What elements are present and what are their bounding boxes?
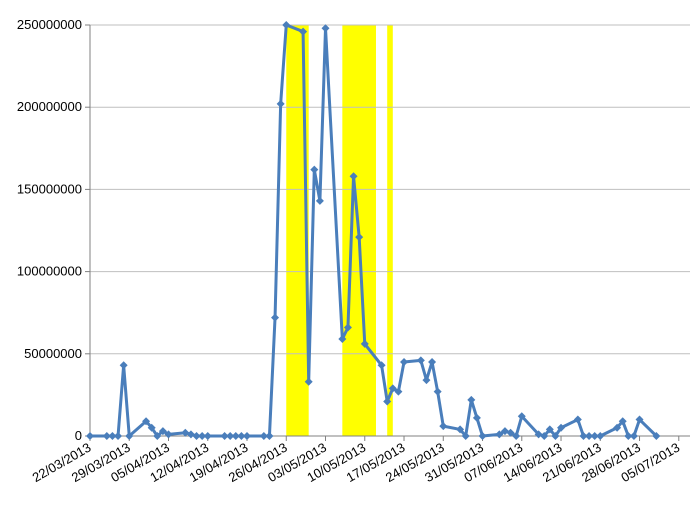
data-point-44 — [428, 358, 437, 367]
y-tick-label-1: 0 — [75, 428, 82, 443]
data-point-67 — [613, 423, 622, 432]
data-point-26 — [282, 21, 291, 29]
data-point-34 — [349, 172, 358, 181]
data-point-47 — [456, 425, 465, 434]
data-point-6 — [125, 432, 134, 440]
data-point-56 — [517, 412, 526, 421]
data-point-7 — [142, 417, 151, 426]
data-point-23 — [265, 432, 274, 440]
data-point-17 — [220, 432, 229, 440]
data-point-1 — [86, 432, 94, 440]
data-point-60 — [551, 432, 560, 440]
data-point-35 — [355, 233, 364, 242]
y-tick-label-4: 150000000 — [17, 181, 82, 196]
data-point-55 — [512, 432, 521, 440]
data-point-32 — [338, 335, 347, 344]
data-point-52 — [495, 430, 504, 439]
x-axis-ticks: 22/03/201329/03/201305/04/201312/04/2013… — [30, 436, 682, 485]
data-point-49 — [467, 395, 476, 404]
data-point-19 — [231, 432, 240, 440]
data-point-46 — [439, 422, 448, 431]
data-point-29 — [310, 165, 319, 174]
data-point-63 — [579, 432, 588, 440]
data-point-71 — [635, 415, 644, 424]
data-point-27 — [299, 27, 308, 36]
data-point-40 — [394, 387, 403, 396]
data-point-22 — [259, 432, 268, 440]
data-point-30 — [315, 196, 324, 205]
highlight-band-3 — [387, 25, 393, 436]
data-point-68 — [618, 417, 627, 426]
data-point-15 — [198, 432, 207, 440]
data-point-43 — [422, 376, 431, 385]
series — [86, 21, 661, 440]
highlight-bands — [286, 25, 393, 436]
data-point-14 — [192, 432, 201, 440]
data-point-48 — [461, 432, 470, 440]
data-point-16 — [203, 432, 212, 440]
data-point-11 — [164, 430, 173, 439]
data-point-3 — [108, 432, 117, 440]
data-point-25 — [276, 99, 285, 108]
y-tick-label-5: 200000000 — [17, 99, 82, 114]
data-point-2 — [102, 432, 111, 440]
data-point-8 — [147, 423, 156, 432]
data-point-37 — [377, 361, 386, 370]
data-point-66 — [596, 432, 605, 440]
data-point-69 — [624, 432, 633, 440]
y-tick-label-2: 50000000 — [24, 346, 82, 361]
gridlines — [90, 24, 690, 355]
highlight-band-1 — [286, 25, 309, 436]
y-tick-label-6: 250000000 — [17, 17, 82, 32]
data-point-50 — [472, 413, 481, 422]
y-tick-label-3: 100000000 — [17, 264, 82, 279]
data-point-45 — [433, 387, 442, 396]
data-point-59 — [545, 425, 554, 434]
data-point-24 — [271, 313, 280, 322]
data-point-39 — [388, 384, 397, 393]
data-point-61 — [557, 423, 566, 432]
data-point-38 — [383, 397, 392, 406]
data-point-65 — [590, 432, 599, 440]
data-point-51 — [478, 432, 487, 440]
data-point-64 — [585, 432, 594, 440]
data-point-20 — [237, 432, 246, 440]
data-point-41 — [400, 358, 409, 367]
data-point-5 — [119, 361, 128, 370]
data-point-4 — [114, 432, 123, 440]
data-point-33 — [343, 323, 352, 332]
data-point-21 — [243, 432, 252, 440]
data-point-9 — [153, 432, 162, 440]
data-point-72 — [652, 432, 661, 440]
data-point-28 — [304, 377, 313, 386]
data-point-36 — [360, 339, 369, 348]
y-axis-ticks: 0 50000000 100000000 150000000 200000000 2500… — [17, 17, 90, 443]
data-point-10 — [158, 427, 167, 436]
data-point-31 — [321, 24, 330, 33]
data-point-42 — [416, 356, 425, 365]
data-point-62 — [573, 415, 582, 424]
data-point-18 — [226, 432, 235, 440]
data-point-70 — [629, 432, 638, 440]
data-point-58 — [540, 432, 549, 440]
data-point-54 — [506, 428, 515, 437]
